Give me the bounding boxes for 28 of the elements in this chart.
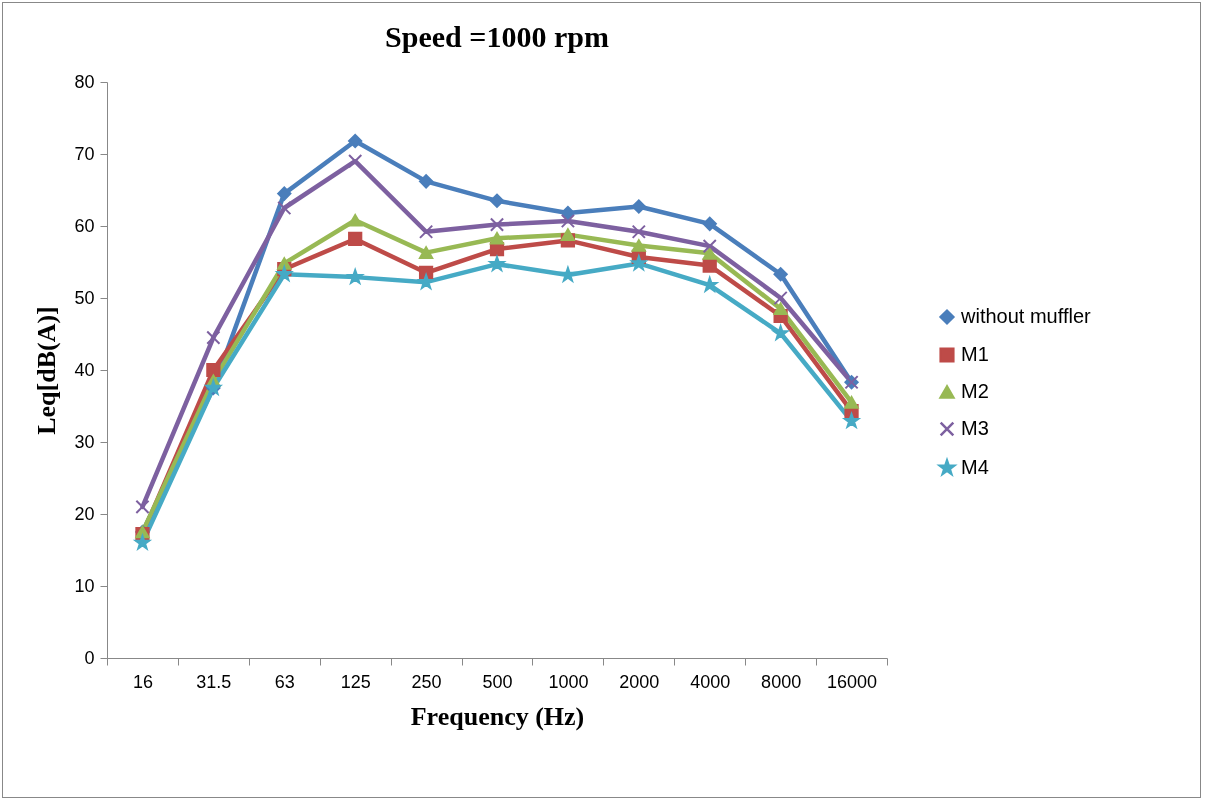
- legend-label: M2: [961, 380, 989, 402]
- x-tick-label: 8000: [761, 671, 802, 692]
- y-tick-label: 80: [74, 71, 95, 92]
- chart-title: Speed =1000 rpm: [385, 20, 609, 53]
- y-tick-label: 50: [74, 287, 95, 308]
- y-tick-label: 60: [74, 215, 95, 236]
- x-tick-label: 4000: [690, 671, 731, 692]
- y-tick-label: 10: [74, 575, 95, 596]
- legend-label: M1: [961, 343, 989, 365]
- legend-label: without muffler: [960, 305, 1092, 327]
- y-tick-label: 0: [84, 647, 95, 668]
- x-tick-label: 2000: [619, 671, 660, 692]
- legend-label: M3: [961, 417, 989, 439]
- y-tick-label: 30: [74, 431, 95, 452]
- y-axis-title: Leq[dB(A)]: [32, 306, 62, 435]
- x-tick-label: 1000: [548, 671, 589, 692]
- y-tick-label: 20: [74, 503, 95, 524]
- legend-label: M4: [961, 456, 989, 478]
- x-tick-label: 250: [411, 671, 442, 692]
- x-tick-label: 31.5: [196, 671, 232, 692]
- x-tick-label: 16: [132, 671, 153, 692]
- x-axis-title: Frequency (Hz): [410, 701, 585, 731]
- x-tick-label: 63: [274, 671, 295, 692]
- y-tick-label: 40: [74, 359, 95, 380]
- x-tick-label: 500: [482, 671, 513, 692]
- x-tick-label: 125: [340, 671, 371, 692]
- y-tick-label: 70: [74, 143, 95, 164]
- x-tick-label: 16000: [827, 671, 878, 692]
